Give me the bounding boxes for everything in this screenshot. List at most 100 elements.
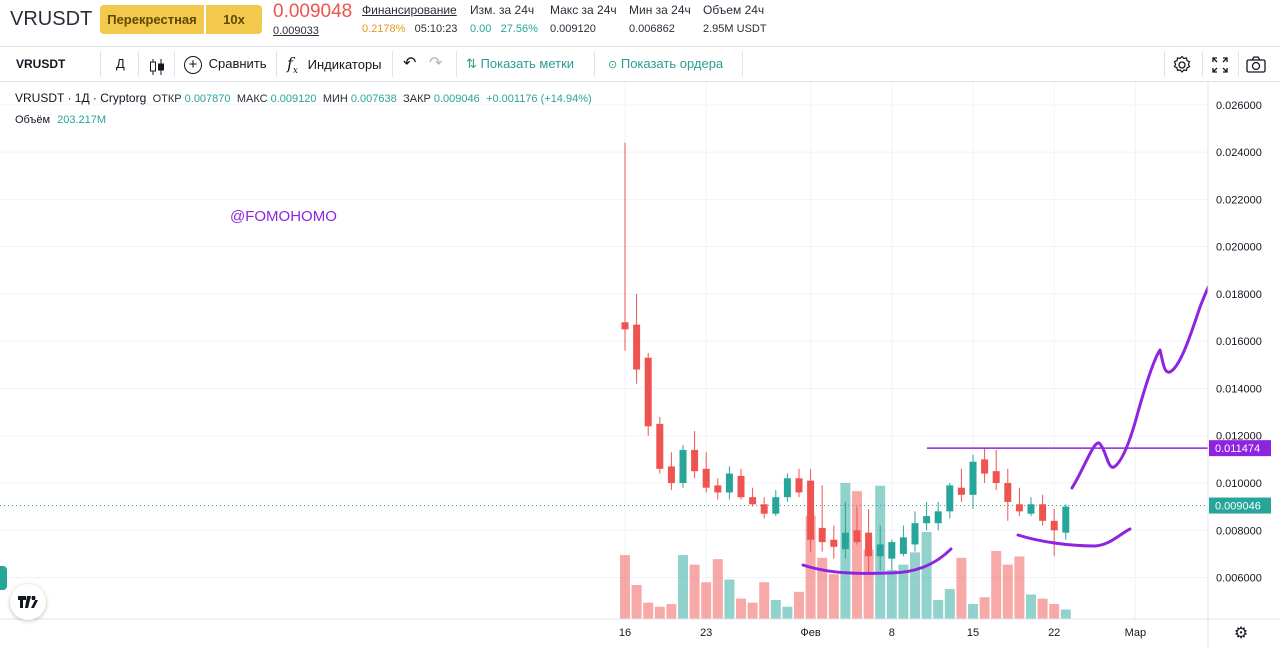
candle-body <box>1027 504 1035 514</box>
show-orders-button[interactable]: ⊙ Показать ордера <box>608 47 723 81</box>
author-annotation: @FOMOHOMO <box>230 208 337 225</box>
candle-body <box>841 532 849 550</box>
candle-body <box>923 516 931 524</box>
fullscreen-icon[interactable] <box>1210 54 1230 74</box>
change-abs: 0.00 <box>470 23 492 35</box>
chart-canvas[interactable]: 0.026000 0.024000 0.022000 0.020000 0.018000… <box>0 82 1280 649</box>
price-tick-label: 0.022000 <box>1216 194 1262 206</box>
leverage-button[interactable]: 10x <box>206 5 262 34</box>
price-axis: 0.026000 0.024000 0.022000 0.020000 0.018000… <box>1207 82 1280 649</box>
candle-body <box>656 423 664 469</box>
side-panel-toggle[interactable] <box>0 566 7 590</box>
change-values: 0.00 27.56% <box>470 23 538 35</box>
candle-body <box>1062 506 1070 533</box>
candle-body <box>749 497 757 505</box>
volume-bar <box>1049 604 1060 619</box>
fx-icon: fx <box>287 54 298 77</box>
legend-low-label: МИН <box>322 93 348 105</box>
volume-bar <box>979 597 990 619</box>
user-drawings <box>801 282 1213 575</box>
candle-body <box>691 449 699 472</box>
last-price: 0.009048 <box>273 1 353 22</box>
indicators-button[interactable]: fx Индикаторы <box>287 47 382 81</box>
margin-mode-button[interactable]: Перекрестная <box>100 5 204 34</box>
price-tick-label: 0.014000 <box>1216 383 1262 395</box>
legend-high-label: МАКС <box>236 93 268 105</box>
candle-body <box>679 449 687 483</box>
volume-bar <box>724 579 735 619</box>
tv-logo-icon <box>18 596 38 608</box>
divider <box>456 51 457 77</box>
volume-bar <box>817 557 828 619</box>
tradingview-logo[interactable] <box>10 584 46 620</box>
high-stat: Макс за 24ч 0.009120 <box>550 3 617 35</box>
drawn-curve-bottom-right <box>1016 527 1132 548</box>
time-tick-label: Фев <box>800 627 820 639</box>
funding-label[interactable]: Финансирование <box>362 3 457 17</box>
candle-body <box>1015 504 1023 512</box>
orders-icon: ⊙ <box>608 59 618 71</box>
show-marks-button[interactable]: ⇅ Показать метки <box>466 47 574 81</box>
time-tick-label: Мар <box>1125 627 1147 639</box>
price-chart[interactable]: 0.026000 0.024000 0.022000 0.020000 0.018000… <box>0 82 1280 649</box>
interval-button[interactable]: Д <box>116 56 125 71</box>
toolbar-symbol[interactable]: VRUSDT <box>16 57 66 71</box>
time-axis-settings-icon[interactable]: ⚙ <box>1234 625 1248 642</box>
legend-close-label: ЗАКР <box>403 93 431 105</box>
volume-bar <box>631 585 642 619</box>
candle-body <box>702 468 710 488</box>
volume-legend-label: Объём <box>15 114 51 126</box>
price-tick-label: 0.010000 <box>1216 478 1262 490</box>
volume-legend-value: 203.217M <box>57 114 107 126</box>
compare-label: Сравнить <box>208 56 267 71</box>
price-tick-label: 0.020000 <box>1216 242 1262 254</box>
chart-legend: VRUSDT · 1Д · Cryptorg ОТКР 0.007870 МАКС… <box>15 91 595 105</box>
plus-circle-icon: + <box>184 55 202 74</box>
price-tick-label: 0.008000 <box>1216 525 1262 537</box>
candle-body <box>621 322 629 330</box>
volume-bar <box>643 602 654 619</box>
candle-body <box>934 511 942 524</box>
candle-body <box>795 478 803 493</box>
candlesticks <box>621 142 1070 573</box>
market-header: VRUSDT Перекрестная 10x 0.009048 0.00903… <box>0 0 1280 44</box>
time-tick-label: 16 <box>619 627 631 639</box>
camera-icon[interactable] <box>1245 54 1267 74</box>
symbol-title[interactable]: VRUSDT <box>10 8 93 30</box>
price-tick-label: 0.006000 <box>1216 573 1262 585</box>
funding-rate: 0.2178% <box>362 23 406 35</box>
show-orders-label: Показать ордера <box>620 56 724 71</box>
candle-body <box>969 461 977 495</box>
change-label: Изм. за 24ч <box>470 3 535 17</box>
volume-bar <box>956 557 967 619</box>
candle-body <box>1004 483 1012 502</box>
price-tick-label: 0.018000 <box>1216 289 1262 301</box>
legend-open-label: ОТКР <box>152 93 182 105</box>
volume-bar <box>747 602 758 619</box>
show-marks-label: Показать метки <box>480 56 575 71</box>
volume-bar <box>770 599 781 619</box>
candle-body <box>992 471 1000 483</box>
time-tick-label: 8 <box>889 627 895 639</box>
candle-body <box>911 523 919 545</box>
legend-title[interactable]: VRUSDT · 1Д · Cryptorg <box>15 91 147 105</box>
compare-button[interactable]: + Сравнить <box>184 47 267 81</box>
settings-icon[interactable] <box>1172 54 1192 74</box>
candle-body <box>725 473 733 493</box>
drawn-projection-curve <box>1070 282 1213 490</box>
candle-body <box>772 497 780 514</box>
undo-icon[interactable]: ↶ <box>403 55 417 72</box>
drawn-curve-bottom-left <box>801 547 953 575</box>
candle-body <box>737 475 745 498</box>
legend-change: +0.001176 (+14.94%) <box>486 93 592 105</box>
legend-open-value: 0.007870 <box>184 93 231 105</box>
price-label-text: 0.009046 <box>1215 501 1261 513</box>
volume-bar <box>921 531 932 619</box>
marks-icon: ⇅ <box>466 56 477 71</box>
price-tick-label: 0.026000 <box>1216 100 1262 112</box>
candles-icon[interactable] <box>149 55 165 75</box>
candle-body <box>888 542 896 559</box>
low-stat: Мин за 24ч 0.006862 <box>629 3 691 35</box>
divider <box>1238 51 1239 77</box>
redo-icon[interactable]: ↷ <box>429 55 443 72</box>
